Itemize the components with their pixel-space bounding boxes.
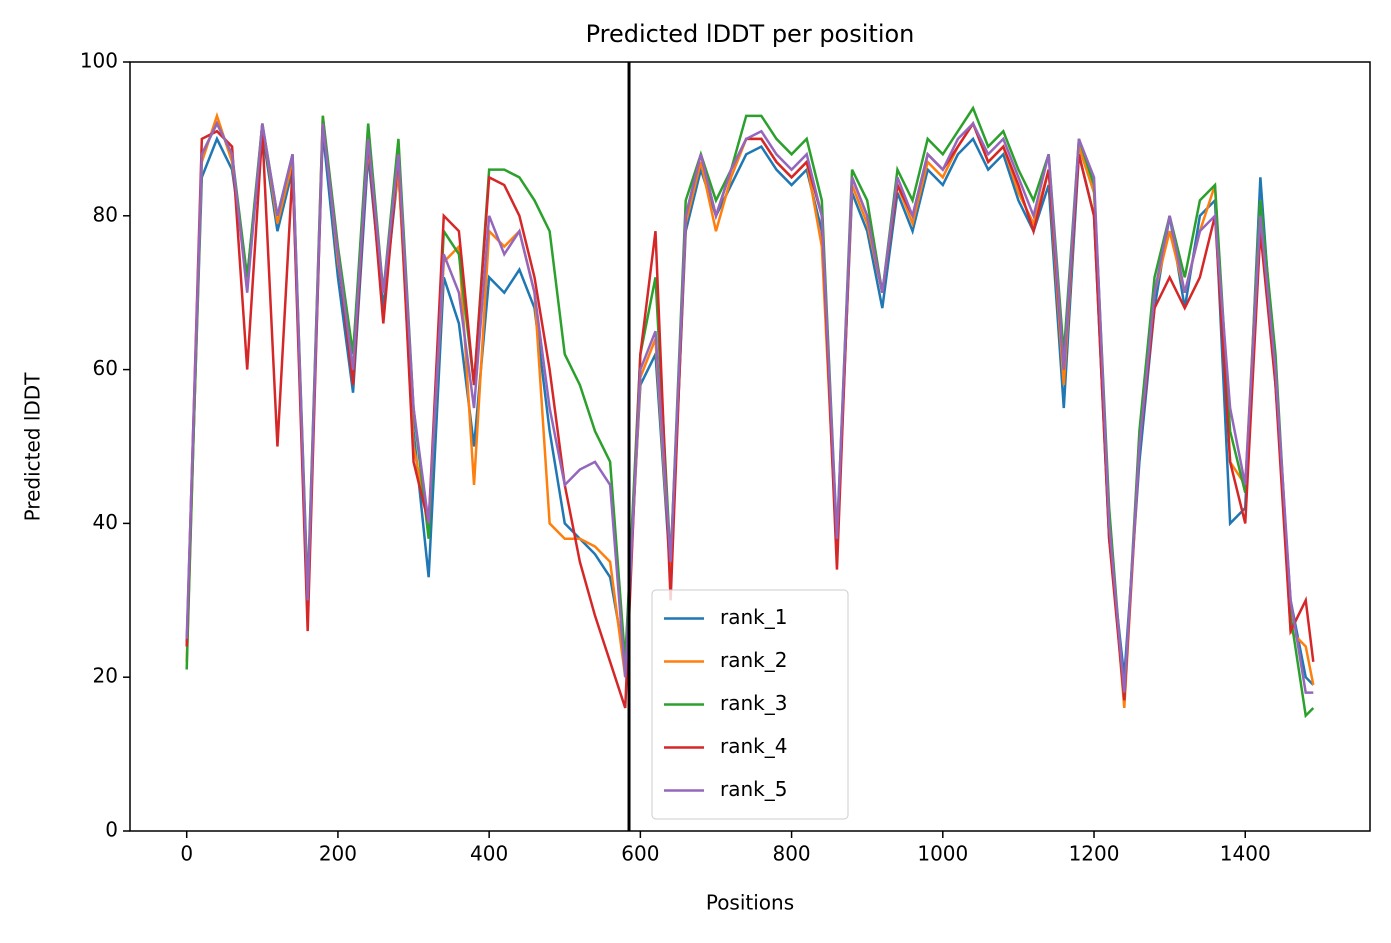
legend-label: rank_1 (720, 605, 787, 629)
y-tick-label: 20 (93, 664, 118, 688)
x-tick-label: 0 (180, 842, 193, 866)
x-tick-label: 600 (621, 842, 659, 866)
x-tick-label: 200 (319, 842, 357, 866)
series-line (185, 120, 1314, 694)
legend-label: rank_4 (720, 734, 787, 758)
legend-box (651, 589, 849, 820)
x-tick-label: 800 (772, 842, 810, 866)
y-tick-label: 100 (80, 49, 118, 73)
x-tick-label: 1200 (1069, 842, 1120, 866)
plot-frame (129, 61, 1371, 832)
x-axis-label: Positions (706, 891, 794, 915)
y-tick-label: 60 (93, 356, 118, 380)
y-tick-label: 40 (93, 510, 118, 534)
legend-label: rank_2 (720, 648, 787, 672)
legend-label: rank_5 (720, 777, 787, 801)
chart-title: Predicted lDDT per position (586, 20, 915, 48)
x-tick-label: 1400 (1220, 842, 1271, 866)
legend-label: rank_3 (720, 691, 787, 715)
y-tick-label: 0 (105, 818, 118, 842)
y-tick-label: 80 (93, 202, 118, 226)
legend: rank_1 rank_2 rank_3 rank_4 rank_5 (651, 589, 849, 820)
y-axis-label: Predicted lDDT (21, 372, 45, 522)
x-tick-label: 400 (470, 842, 508, 866)
x-tick-label: 1000 (917, 842, 968, 866)
